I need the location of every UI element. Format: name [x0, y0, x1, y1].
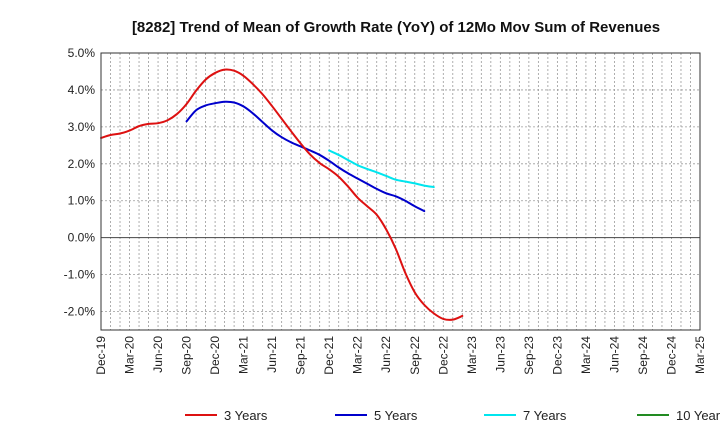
x-tick-label: Mar-23 [465, 336, 479, 374]
y-axis: 5.0% 4.0% 3.0% 2.0% 1.0% 0.0% -1.0% -2.0% [64, 46, 96, 319]
y-tick-label: 3.0% [68, 120, 96, 134]
x-tick-label: Mar-20 [123, 336, 137, 374]
x-tick-label: Sep-23 [522, 336, 536, 375]
plot-grid [101, 52, 700, 330]
series-line-7-years [328, 149, 435, 189]
x-tick-label: Dec-24 [664, 336, 678, 375]
legend-label: 10 Years [676, 408, 720, 423]
x-tick-label: Jun-22 [379, 336, 393, 373]
x-tick-label: Mar-25 [693, 336, 707, 374]
x-tick-label: Dec-19 [94, 336, 108, 375]
legend-label: 5 Years [374, 408, 418, 423]
series-line-3-years [100, 68, 464, 321]
x-tick-label: Sep-22 [408, 336, 422, 375]
legend-label: 3 Years [224, 408, 268, 423]
plot-frame [100, 52, 701, 331]
x-tick-label: Dec-23 [550, 336, 564, 375]
series-line-5-years [185, 100, 426, 213]
x-tick-label: Sep-24 [636, 336, 650, 375]
chart-title: [8282] Trend of Mean of Growth Rate (YoY… [132, 19, 660, 36]
x-tick-label: Sep-21 [294, 336, 308, 375]
x-tick-label: Jun-23 [493, 336, 507, 373]
x-tick-label: Mar-24 [579, 336, 593, 374]
y-tick-label: 1.0% [68, 194, 96, 208]
x-tick-label: Dec-21 [322, 336, 336, 375]
x-tick-label: Mar-22 [351, 336, 365, 374]
legend: 3 Years 5 Years 7 Years 10 Years [185, 408, 720, 423]
x-tick-label: Jun-21 [265, 336, 279, 373]
x-axis: Dec-19 Mar-20 Jun-20 Sep-20 Dec-20 Mar-21 Jun-… [94, 336, 707, 375]
plot-lines [100, 68, 464, 321]
x-tick-label: Sep-20 [180, 336, 194, 375]
y-tick-label: 4.0% [68, 83, 96, 97]
y-tick-label: -1.0% [64, 268, 96, 282]
y-tick-label: 2.0% [68, 157, 96, 171]
x-tick-label: Jun-20 [151, 336, 165, 373]
x-tick-label: Mar-21 [237, 336, 251, 374]
legend-label: 7 Years [523, 408, 567, 423]
x-tick-label: Dec-22 [436, 336, 450, 375]
x-tick-label: Jun-24 [607, 336, 621, 373]
x-tick-label: Dec-20 [208, 336, 222, 375]
y-tick-label: -2.0% [64, 305, 96, 319]
y-tick-label: 5.0% [68, 46, 96, 60]
y-tick-label: 0.0% [68, 231, 96, 245]
